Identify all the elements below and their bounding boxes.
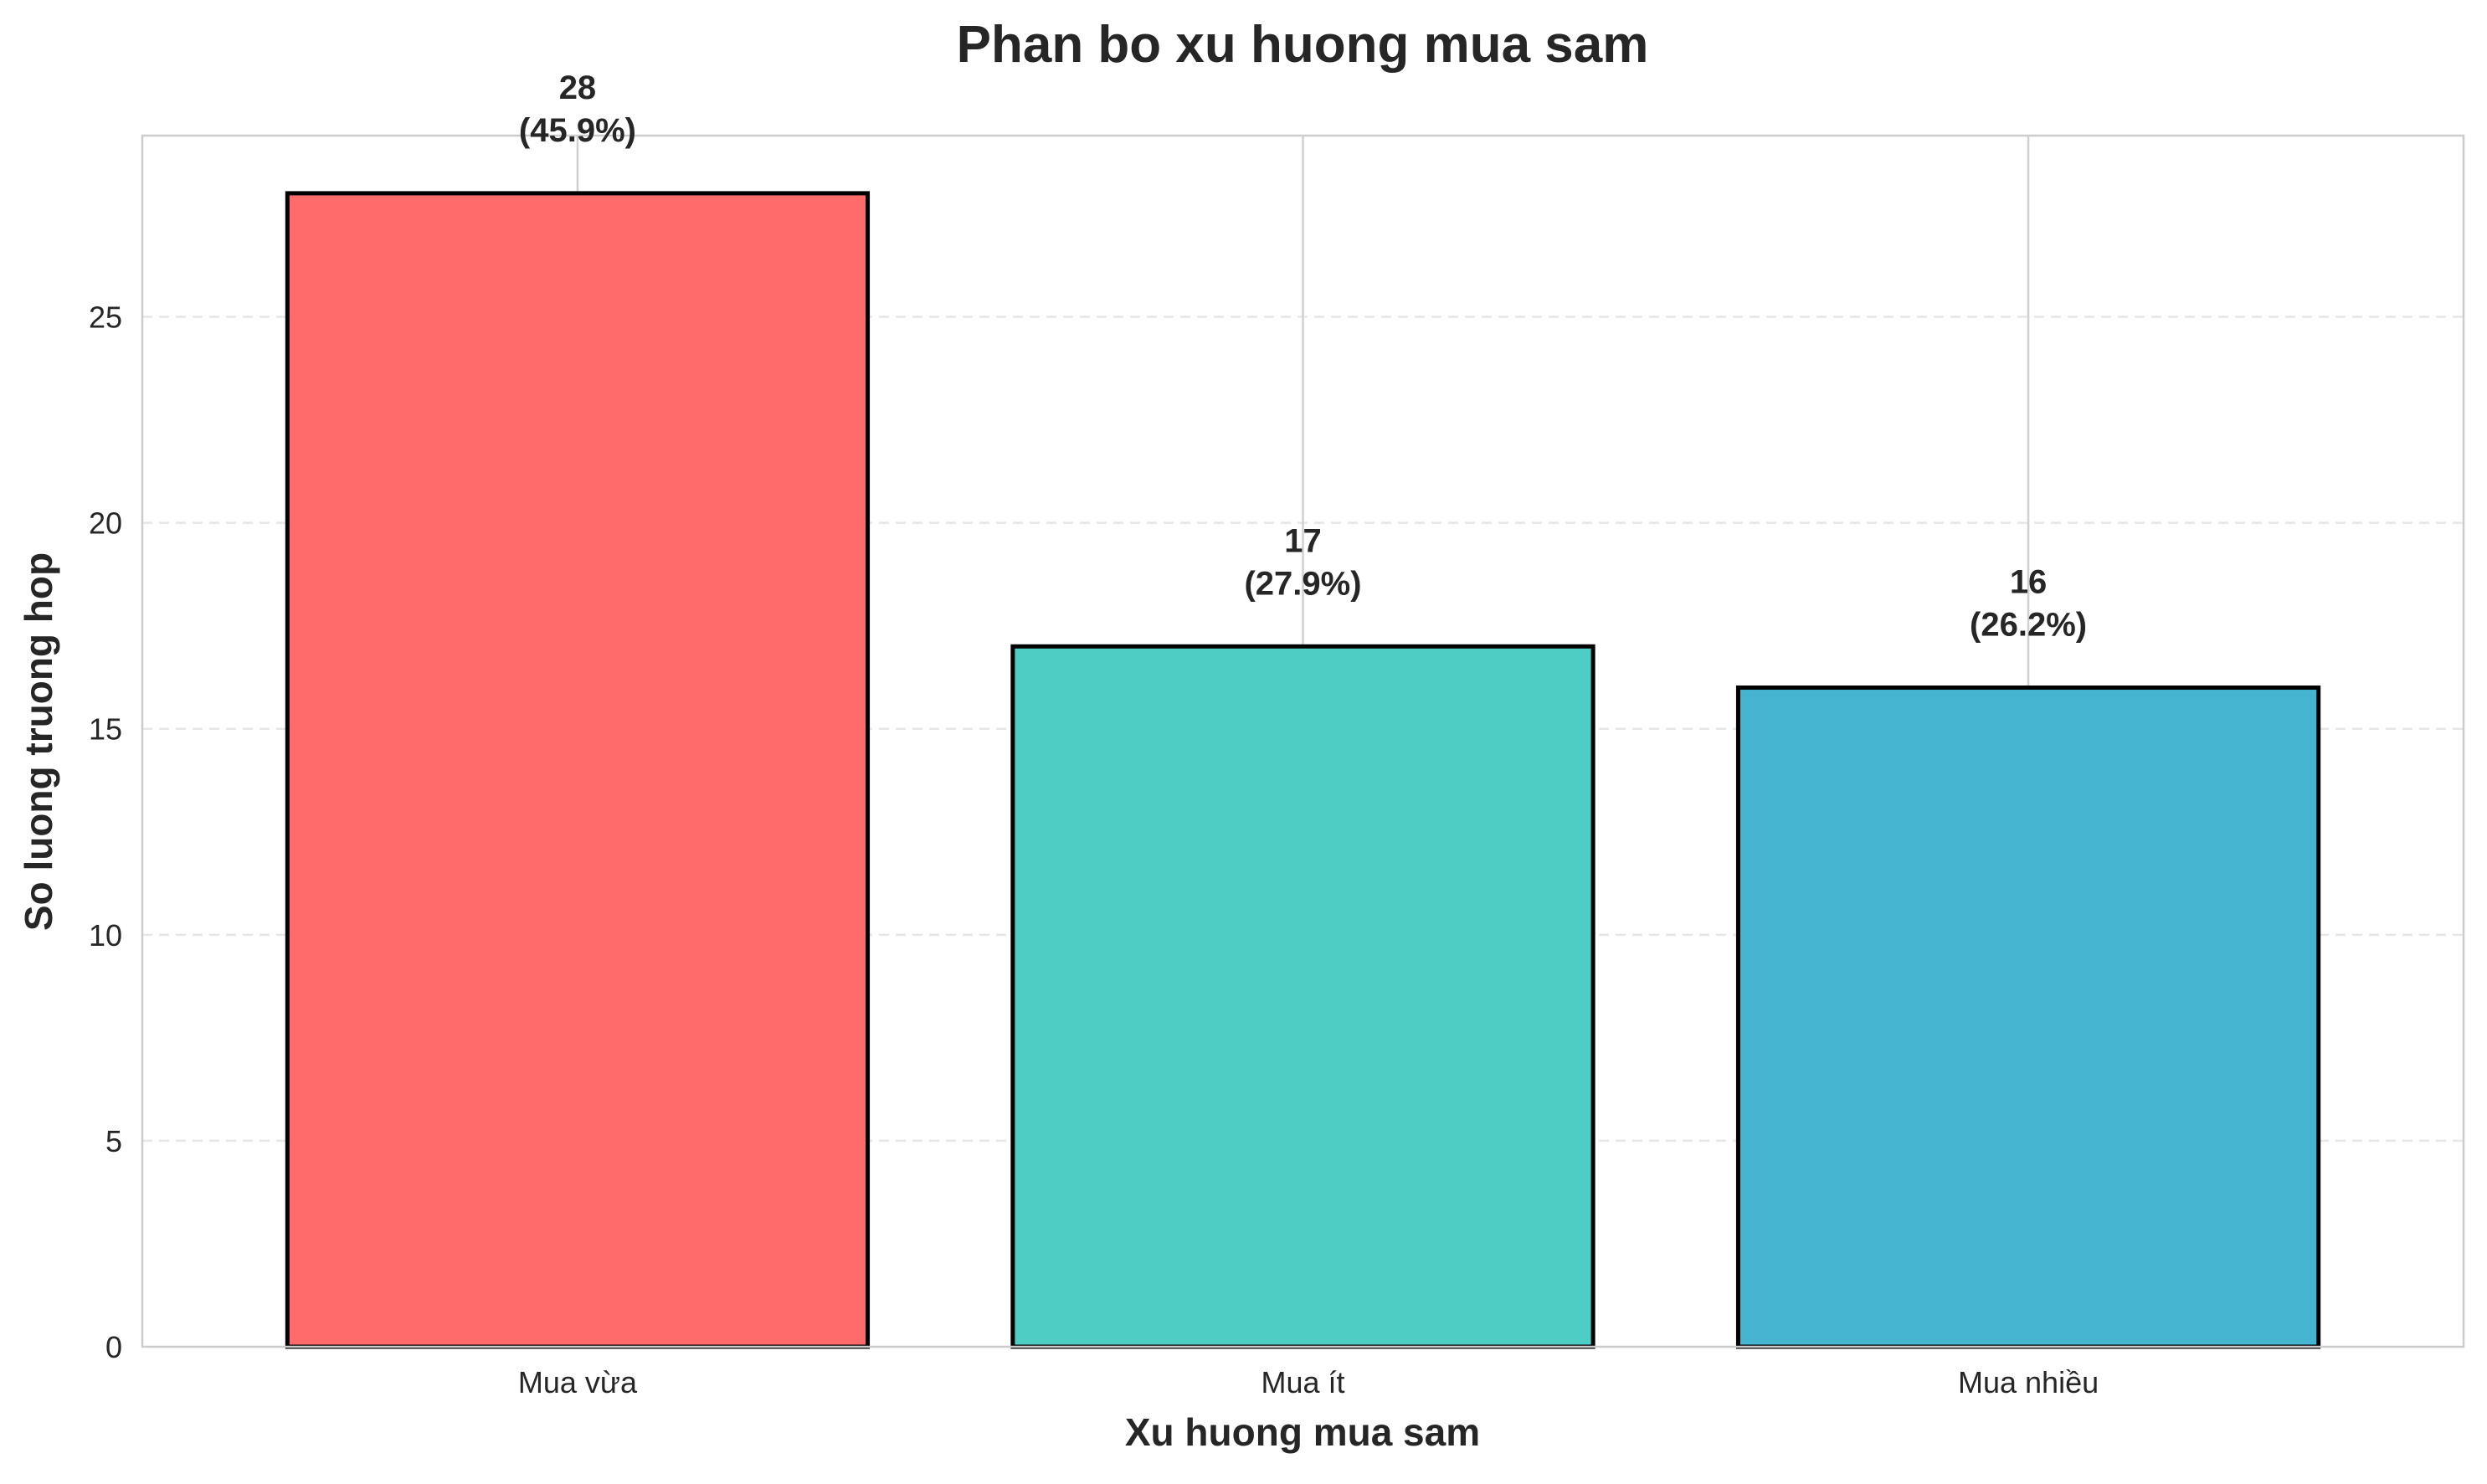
y-axis-label: So luong truong hop: [17, 552, 60, 931]
y-tick-label: 20: [89, 506, 122, 541]
x-tick-label: Mua nhiều: [1958, 1365, 2099, 1399]
bar-layer: [285, 191, 2321, 1349]
bar-value-label: 17: [1284, 522, 1322, 559]
x-tick-label: Mua ít: [1261, 1365, 1344, 1399]
plot-frame: [141, 134, 2465, 1348]
bar-percent-label: (45.9%): [519, 112, 636, 149]
bar-value-label: 16: [2010, 564, 2048, 601]
y-tick-labels: 0 5 10 15 20 25: [89, 300, 122, 1364]
chart-title: Phan bo xu huong mua sam: [957, 16, 1649, 74]
y-tick-label: 15: [89, 712, 122, 747]
x-axis-label: Xu huong mua sam: [1125, 1410, 1480, 1454]
y-tick-label: 0: [105, 1330, 122, 1364]
data-labels: 28 (45.9%) 17 (27.9%) 16 (26.2%): [519, 69, 2087, 644]
y-tick-label: 25: [89, 300, 122, 335]
bar-percent-label: (26.2%): [1970, 607, 2087, 644]
bar: [1010, 644, 1595, 1349]
x-tick-label: Mua vừa: [518, 1365, 638, 1399]
x-tick-labels: Mua vừa Mua ít Mua nhiều: [518, 1365, 2099, 1399]
bar-percent-label: (27.9%): [1244, 565, 1361, 602]
y-tick-label: 10: [89, 918, 122, 953]
bar: [1735, 686, 2321, 1349]
y-tick-label: 5: [105, 1124, 122, 1158]
bar-value-label: 28: [559, 69, 597, 106]
bar: [285, 191, 871, 1349]
